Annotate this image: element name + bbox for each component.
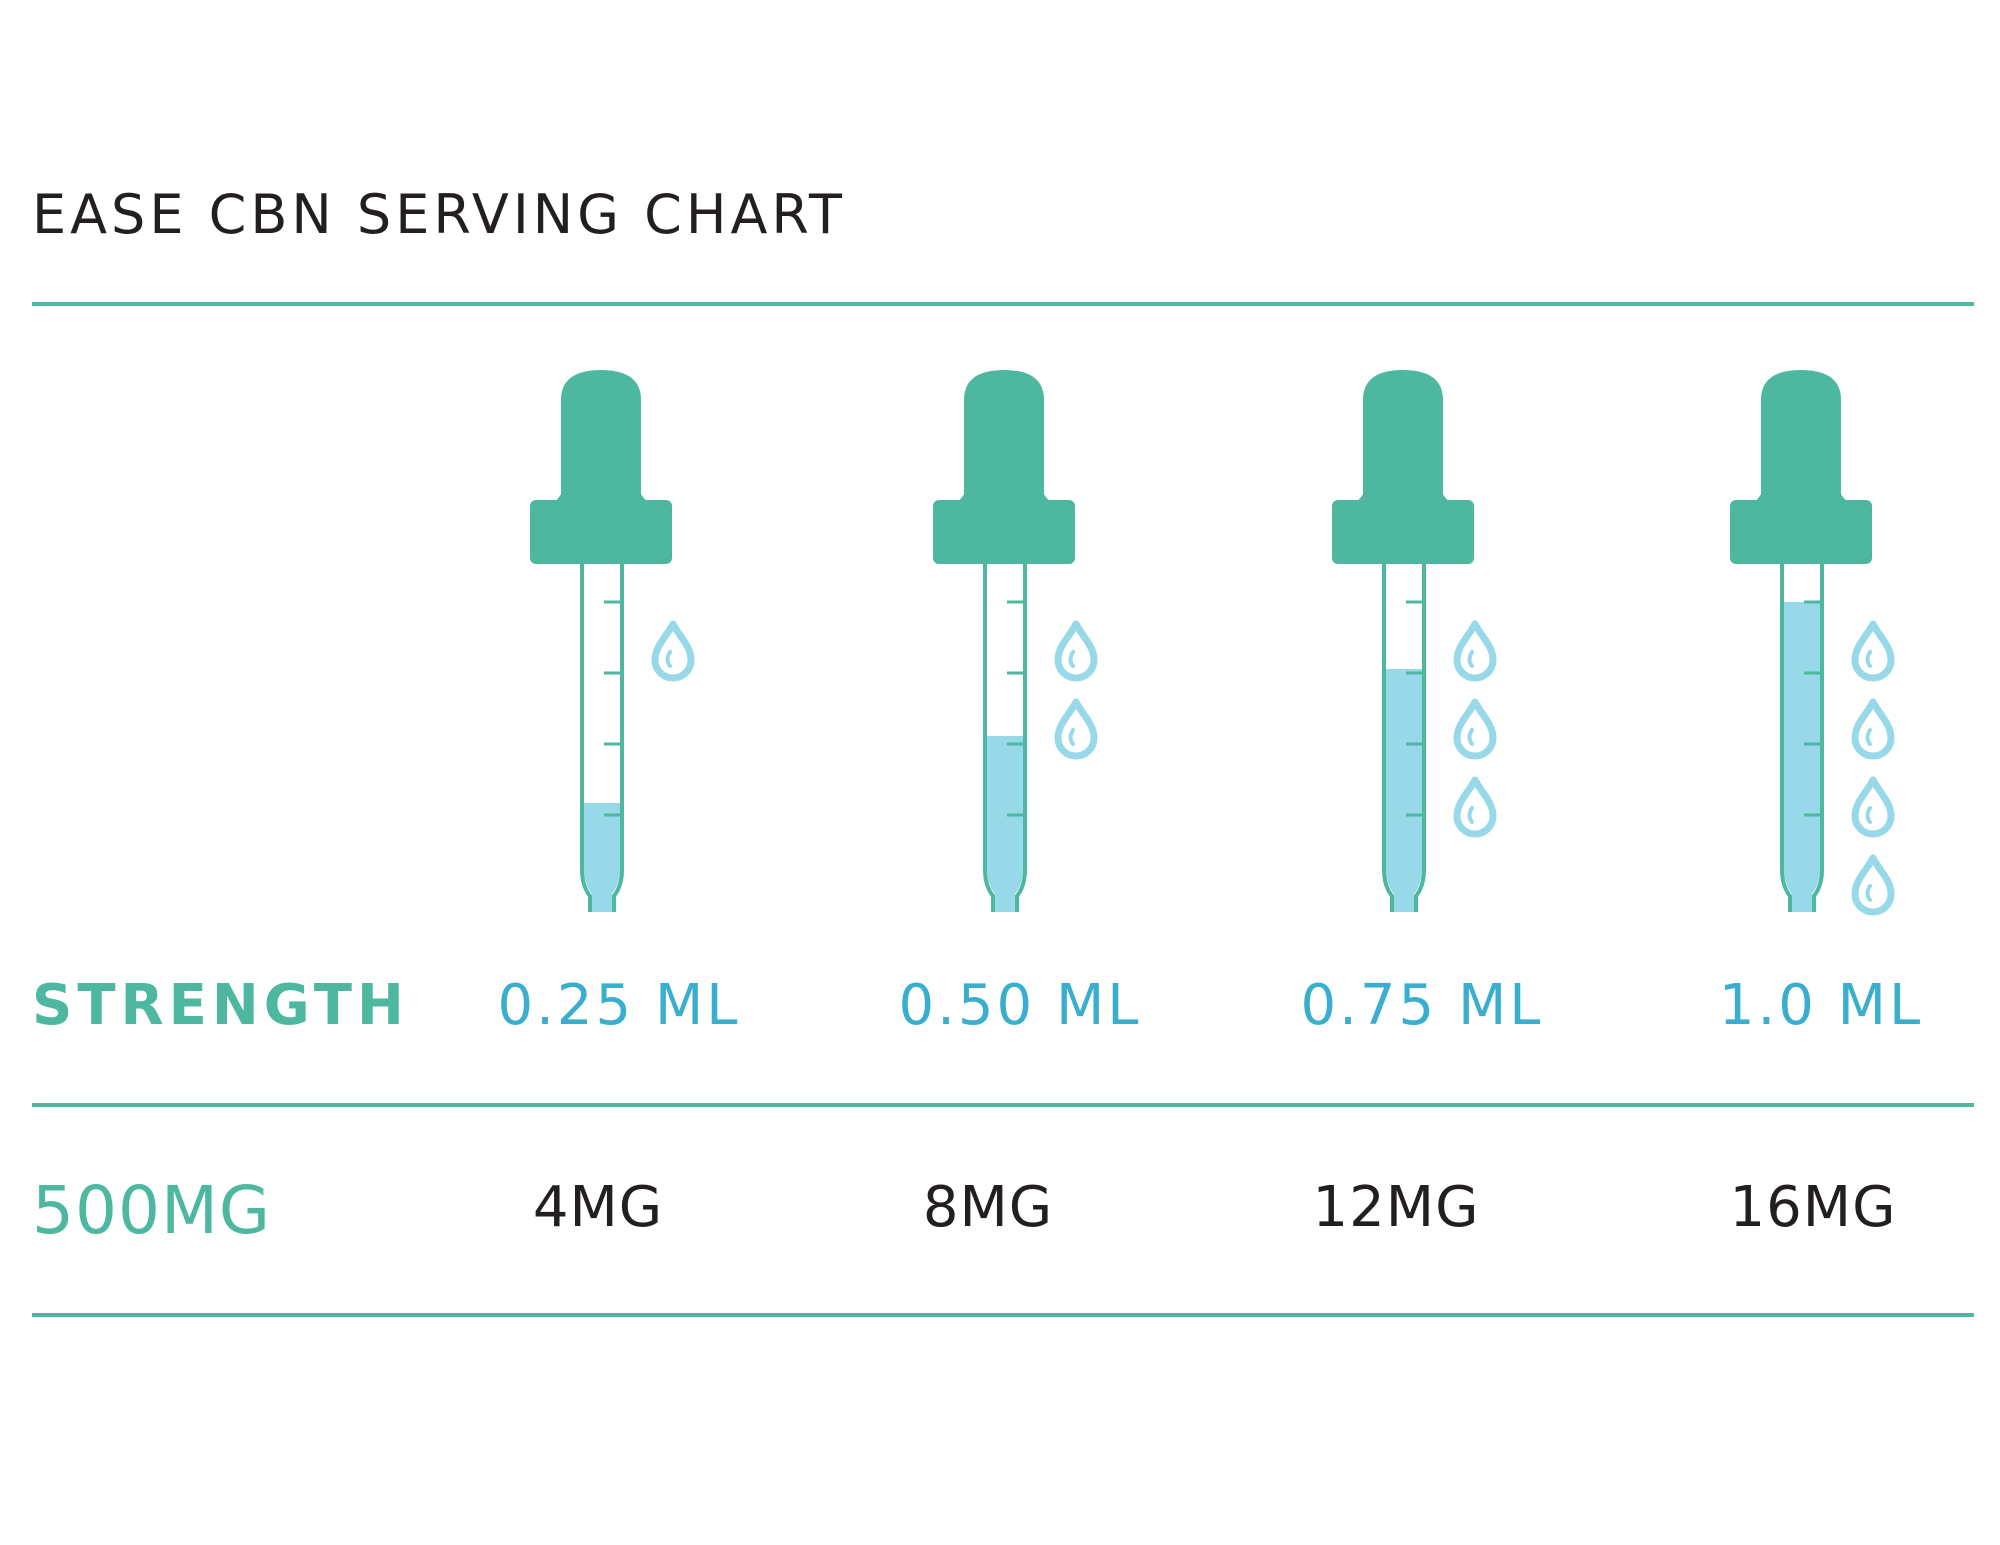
serving-mg-2: 8MG bbox=[922, 1175, 1054, 1240]
divider-bottom bbox=[32, 1313, 1974, 1317]
dropper-collar bbox=[530, 500, 672, 564]
dropper-tube bbox=[1382, 564, 1426, 912]
dropper-collar bbox=[1332, 500, 1474, 564]
dropper-tube bbox=[1780, 564, 1824, 912]
dropper-icon bbox=[1730, 370, 1895, 916]
divider-middle bbox=[32, 1103, 1974, 1107]
dropper-liquid bbox=[987, 736, 1023, 912]
serving-mg-1: 4MG bbox=[532, 1175, 664, 1240]
dropper-tube bbox=[983, 564, 1027, 912]
drop-icon bbox=[1054, 698, 1098, 760]
drop-highlight bbox=[1865, 728, 1872, 746]
drop-outline bbox=[1054, 620, 1098, 682]
serving-ml-3: 0.75 ML bbox=[1300, 973, 1544, 1038]
strength-label: STRENGTH bbox=[32, 973, 409, 1038]
dropper-liquid bbox=[1386, 669, 1422, 912]
drop-icon bbox=[1851, 698, 1895, 760]
drop-highlight bbox=[1068, 728, 1075, 746]
drop-icon bbox=[1453, 698, 1497, 760]
drop-highlight bbox=[1068, 650, 1075, 668]
serving-ml-4: 1.0 ML bbox=[1718, 973, 1924, 1038]
dropper-bulb bbox=[964, 370, 1044, 500]
drop-outline bbox=[651, 620, 695, 682]
drop-highlight bbox=[1865, 806, 1872, 824]
dropper-bulb-flare bbox=[1354, 480, 1452, 503]
drop-outline bbox=[1453, 620, 1497, 682]
drop-highlight bbox=[1467, 728, 1474, 746]
drop-highlight bbox=[1467, 650, 1474, 668]
dropper-bulb-flare bbox=[955, 480, 1053, 503]
serving-mg-4: 16MG bbox=[1729, 1175, 1897, 1240]
serving-mg-3: 12MG bbox=[1312, 1175, 1480, 1240]
drop-outline bbox=[1453, 698, 1497, 760]
dropper-icon bbox=[1332, 370, 1497, 912]
dropper-tube bbox=[580, 564, 624, 912]
dropper-bulb-flare bbox=[1752, 480, 1850, 503]
drop-outline bbox=[1851, 776, 1895, 838]
divider-top bbox=[32, 302, 1974, 306]
drop-outline bbox=[1054, 698, 1098, 760]
dropper-liquid bbox=[584, 803, 620, 912]
drop-outline bbox=[1851, 698, 1895, 760]
drop-icon bbox=[1453, 620, 1497, 682]
dropper-collar bbox=[1730, 500, 1872, 564]
drop-highlight bbox=[1467, 806, 1474, 824]
product-strength: 500MG bbox=[32, 1172, 272, 1249]
drop-icon bbox=[651, 620, 695, 682]
dropper-bulb-flare bbox=[552, 480, 650, 503]
dropper-bulb bbox=[561, 370, 641, 500]
dropper-icon bbox=[530, 370, 695, 912]
drop-highlight bbox=[665, 650, 672, 668]
drop-highlight bbox=[1865, 650, 1872, 668]
serving-ml-1: 0.25 ML bbox=[497, 973, 741, 1038]
drop-outline bbox=[1453, 776, 1497, 838]
dropper-bulb bbox=[1363, 370, 1443, 500]
drop-icon bbox=[1054, 620, 1098, 682]
drop-highlight bbox=[1865, 884, 1872, 902]
drop-outline bbox=[1851, 620, 1895, 682]
page-title: EASE CBN SERVING CHART bbox=[32, 183, 846, 246]
dropper-icon bbox=[933, 370, 1098, 912]
drop-icon bbox=[1851, 854, 1895, 916]
drop-outline bbox=[1851, 854, 1895, 916]
drop-icon bbox=[1851, 776, 1895, 838]
dropper-collar bbox=[933, 500, 1075, 564]
serving-ml-2: 0.50 ML bbox=[898, 973, 1142, 1038]
drop-icon bbox=[1453, 776, 1497, 838]
dropper-liquid bbox=[1784, 602, 1820, 912]
dropper-bulb bbox=[1761, 370, 1841, 500]
drop-icon bbox=[1851, 620, 1895, 682]
